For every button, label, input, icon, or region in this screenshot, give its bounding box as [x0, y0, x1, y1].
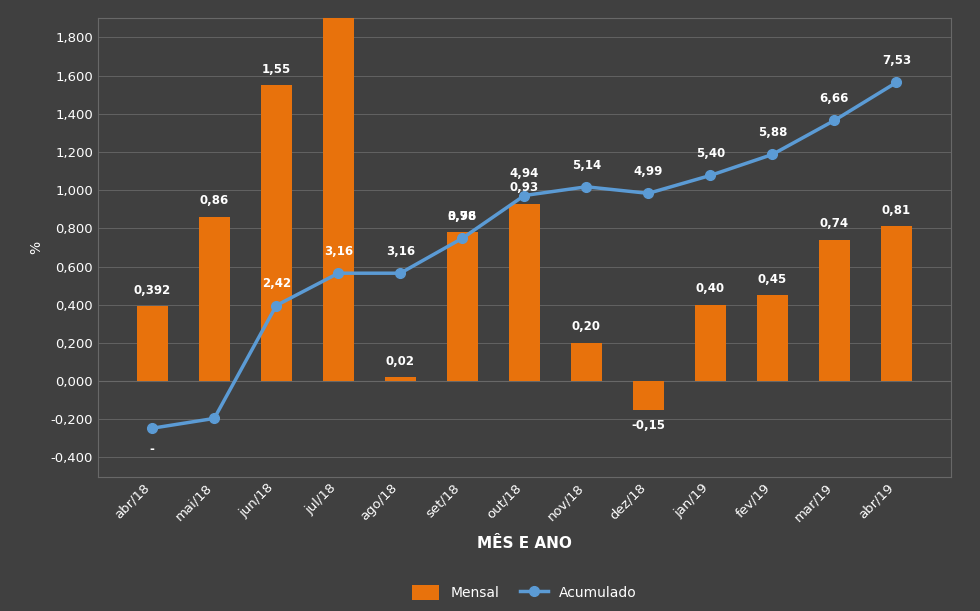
Bar [819, 240, 850, 381]
Y-axis label: %: % [29, 241, 44, 254]
Acumulado [270, 302, 282, 309]
Text: 3,16: 3,16 [323, 245, 353, 258]
Text: 3,96: 3,96 [448, 210, 477, 223]
Bar [633, 381, 663, 410]
Bar [881, 227, 911, 381]
Bar [509, 203, 540, 381]
Text: 0,02: 0,02 [386, 355, 415, 368]
Acumulado [394, 269, 406, 277]
Acumulado [457, 235, 468, 242]
Text: 0,40: 0,40 [696, 282, 725, 295]
Text: 0,81: 0,81 [882, 204, 910, 217]
Text: -: - [150, 444, 155, 456]
X-axis label: MÊS E ANO: MÊS E ANO [477, 536, 571, 551]
Text: 0,45: 0,45 [758, 273, 787, 286]
Acumulado [828, 117, 840, 124]
Acumulado [518, 192, 530, 199]
Acumulado [209, 415, 221, 422]
Text: 0,20: 0,20 [571, 320, 601, 334]
Bar [695, 305, 726, 381]
Bar [447, 232, 478, 381]
Text: 7,53: 7,53 [882, 54, 910, 67]
Acumulado [643, 189, 655, 197]
Acumulado [146, 425, 158, 432]
Text: 0,74: 0,74 [820, 218, 849, 230]
Acumulado [766, 151, 778, 158]
Acumulado [332, 269, 344, 277]
Bar [199, 217, 229, 381]
Text: 0,86: 0,86 [200, 194, 229, 207]
Text: 4,99: 4,99 [634, 165, 663, 178]
Text: 1,55: 1,55 [262, 62, 291, 76]
Text: 5,88: 5,88 [758, 126, 787, 139]
Acumulado [580, 183, 592, 191]
Bar [570, 343, 602, 381]
Bar [322, 0, 354, 381]
Line: Acumulado: Acumulado [147, 78, 902, 433]
Bar [261, 85, 292, 381]
Acumulado [891, 79, 903, 86]
Text: 5,40: 5,40 [696, 147, 725, 160]
Legend: Mensal, Acumulado: Mensal, Acumulado [405, 579, 644, 607]
Text: -0,15: -0,15 [631, 419, 665, 433]
Text: 0,93: 0,93 [510, 181, 539, 194]
Text: 0,78: 0,78 [448, 210, 477, 222]
Bar [385, 377, 416, 381]
Text: 6,66: 6,66 [819, 92, 849, 105]
Bar [137, 306, 168, 381]
Text: 0,392: 0,392 [133, 284, 171, 297]
Text: 2,42: 2,42 [262, 277, 291, 290]
Bar [757, 295, 788, 381]
Acumulado [705, 172, 716, 179]
Text: 4,94: 4,94 [510, 167, 539, 180]
Text: 5,14: 5,14 [571, 158, 601, 172]
Text: 3,16: 3,16 [386, 245, 415, 258]
